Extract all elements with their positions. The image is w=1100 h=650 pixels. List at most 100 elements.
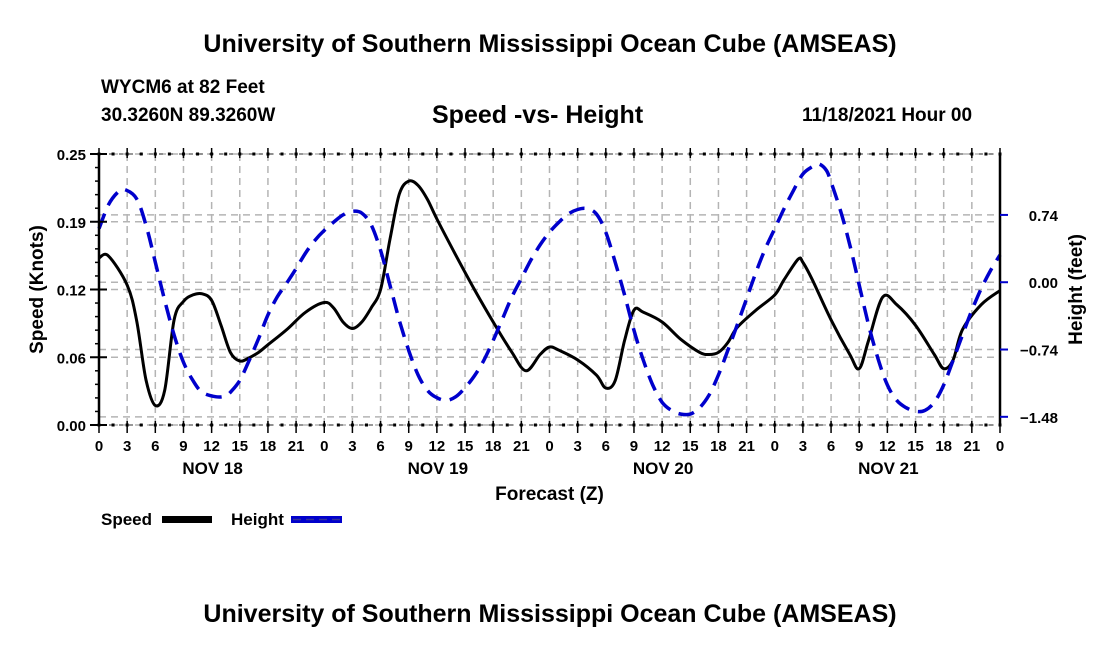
y2-tick-label: 0.74 (1029, 208, 1059, 225)
x-minor-tick (942, 423, 946, 427)
x-minor-tick (548, 423, 551, 427)
x-minor-tick (801, 423, 805, 427)
x-top-minor-tick (618, 152, 622, 156)
x-tick-label: 6 (602, 438, 610, 455)
x-top-minor-tick (125, 152, 129, 156)
x-minor-tick (181, 423, 185, 427)
x-minor-tick (871, 423, 875, 427)
x-minor-tick (224, 423, 228, 427)
x-minor-tick (885, 423, 889, 427)
x-top-minor-tick (773, 152, 777, 156)
x-minor-tick (167, 423, 171, 427)
x-top-minor-tick (984, 152, 988, 156)
x-minor-tick (266, 423, 270, 427)
legend-label-speed: Speed (101, 510, 152, 529)
x-tick-label: 21 (288, 438, 305, 455)
x-minor-tick (745, 423, 749, 427)
x-top-minor-tick (449, 152, 453, 156)
x-minor-tick (773, 423, 777, 427)
x-minor-tick (435, 423, 439, 427)
x-tick-label: 15 (682, 438, 699, 455)
x-minor-tick (970, 423, 974, 427)
y2-tick-label: −0.74 (1020, 343, 1059, 360)
y-axis-title: Speed (Knots) (27, 225, 48, 354)
x-top-minor-tick (210, 152, 214, 156)
x-top-minor-tick (308, 152, 312, 156)
x-minor-tick (533, 423, 537, 427)
x-tick-label: 12 (654, 438, 671, 455)
x-top-minor-tick (153, 152, 157, 156)
x-minor-tick (998, 423, 1002, 427)
x-tick-label: 21 (738, 438, 755, 455)
x-top-minor-tick (224, 152, 228, 156)
x-minor-tick (660, 423, 664, 427)
x-top-minor-tick (885, 152, 889, 156)
y-tick-label: 0.19 (57, 215, 86, 232)
x-minor-tick (759, 423, 763, 427)
x-minor-tick (111, 423, 115, 427)
x-minor-tick (857, 423, 861, 427)
x-top-minor-tick (801, 152, 805, 156)
x-minor-tick (364, 423, 368, 427)
x-top-minor-tick (238, 152, 242, 156)
x-tick-label: 21 (513, 438, 530, 455)
y-tick-label: 0.06 (57, 350, 86, 367)
footer-title: University of Southern Mississippi Ocean… (203, 600, 897, 628)
x-minor-tick (393, 423, 397, 427)
x-tick-label: 9 (855, 438, 863, 455)
series-layer (97, 162, 1002, 417)
x-minor-tick (843, 423, 847, 427)
x-minor-tick (688, 423, 692, 427)
day-label: NOV 19 (408, 459, 468, 478)
x-minor-tick (674, 423, 678, 427)
x-top-minor-tick (364, 152, 368, 156)
x-tick-label: 21 (964, 438, 981, 455)
x-top-minor-tick (196, 152, 200, 156)
x-minor-tick (899, 423, 903, 427)
x-tick-label: 12 (429, 438, 446, 455)
x-top-minor-tick (604, 152, 608, 156)
x-top-minor-tick (702, 152, 706, 156)
x-tick-label: 12 (203, 438, 220, 455)
x-top-minor-tick (914, 152, 918, 156)
x-tick-label: 9 (630, 438, 638, 455)
x-top-minor-tick (632, 152, 636, 156)
x-top-minor-tick (421, 152, 425, 156)
x-top-minor-tick (548, 152, 551, 156)
x-top-minor-tick (533, 152, 537, 156)
x-minor-tick (125, 423, 129, 427)
x-tick-label: 3 (573, 438, 581, 455)
x-top-minor-tick (111, 152, 115, 156)
x-tick-label: 3 (123, 438, 131, 455)
chart-subtitle: Speed -vs- Height (432, 101, 644, 129)
x-minor-tick (407, 423, 411, 427)
x-top-minor-tick (716, 152, 720, 156)
day-label: NOV 20 (633, 459, 693, 478)
x-tick-label: 18 (710, 438, 727, 455)
x-top-minor-tick (871, 152, 875, 156)
x-minor-tick (308, 423, 312, 427)
legend: Speed Height (101, 510, 342, 529)
x-top-minor-tick (97, 152, 101, 156)
x-tick-label: 3 (348, 438, 356, 455)
x-tick-label: 18 (935, 438, 952, 455)
x-top-minor-tick (956, 152, 960, 156)
x-minor-tick (562, 423, 566, 427)
x-top-minor-tick (280, 152, 284, 156)
x-top-minor-tick (562, 152, 566, 156)
x-minor-tick (984, 423, 988, 427)
x-minor-tick (646, 423, 650, 427)
x-tick-label: 18 (485, 438, 502, 455)
x-top-minor-tick (998, 152, 1002, 156)
x-top-minor-tick (576, 152, 580, 156)
x-top-minor-tick (294, 152, 298, 156)
x-tick-label: 6 (376, 438, 384, 455)
x-top-minor-tick (252, 152, 256, 156)
x-minor-tick (956, 423, 960, 427)
x-top-minor-tick (505, 152, 509, 156)
x-top-minor-tick (646, 152, 650, 156)
legend-swatch-speed (162, 516, 212, 523)
legend-swatch-height (291, 516, 342, 523)
x-minor-tick (491, 423, 495, 427)
